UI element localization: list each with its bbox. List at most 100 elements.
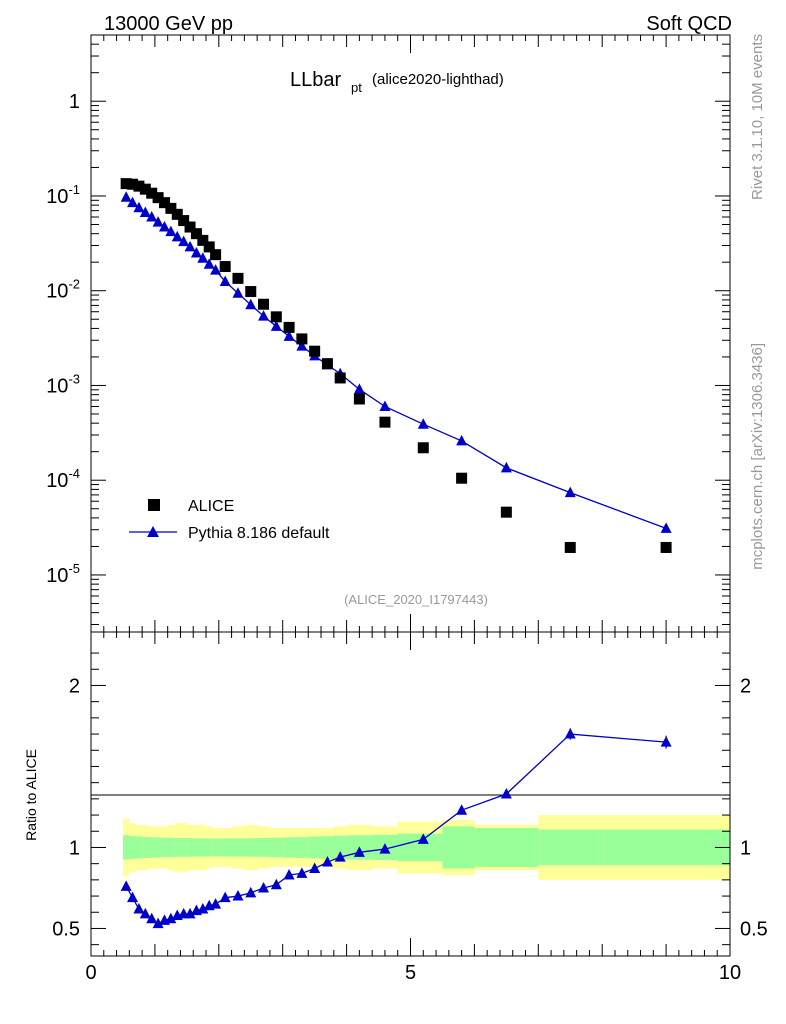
ratio-point xyxy=(500,788,512,799)
ratio-point xyxy=(165,912,177,924)
mc-point xyxy=(165,225,177,237)
alice-point xyxy=(270,311,282,323)
ratio-y-tick-label-right: 1 xyxy=(740,837,751,859)
band-inner xyxy=(135,836,143,859)
ratio-point xyxy=(564,728,576,739)
ratio-point xyxy=(309,862,321,874)
alice-point xyxy=(184,221,196,233)
ratio-frame xyxy=(90,631,731,957)
alice-point xyxy=(203,241,215,253)
band-inner xyxy=(167,837,175,858)
ratio-point xyxy=(283,869,295,880)
band-inner xyxy=(308,836,322,859)
band-inner xyxy=(206,838,213,857)
ratio-point xyxy=(146,912,158,924)
legend: ALICE Pythia 8.186 default xyxy=(129,498,330,542)
mc-point xyxy=(564,486,576,498)
ratio-y-tick-label: 1 xyxy=(69,837,80,859)
ratio-point xyxy=(270,878,282,890)
side-label-bottom: mcplots.cern.ch [arXiv:1306.3436] xyxy=(749,343,766,570)
mc-point xyxy=(120,191,132,202)
band-inner xyxy=(397,833,443,862)
mc-point xyxy=(270,320,282,331)
band-inner xyxy=(282,837,296,858)
alice-point xyxy=(139,183,151,195)
plot-title-main: LLbar xyxy=(290,69,341,91)
plot-title-sub: pt xyxy=(351,80,362,95)
mc-point xyxy=(190,247,202,258)
alice-point xyxy=(564,541,576,553)
mc-point xyxy=(456,434,468,446)
uncertainty-bands xyxy=(122,815,731,880)
band-inner xyxy=(333,835,347,860)
alice-point xyxy=(171,208,183,220)
alice-point xyxy=(456,472,468,484)
alice-point xyxy=(245,286,257,298)
ratio-point xyxy=(258,881,270,893)
band-inner xyxy=(295,837,309,858)
main-y-tick-label: 10-1 xyxy=(46,182,80,208)
band-inner xyxy=(193,838,200,857)
legend-alice-marker xyxy=(148,499,160,511)
main-panel: 1 10-1 10-2 10-3 10-4 10-5 LLbar pt (alice202… xyxy=(46,34,731,633)
ratio-y-tick-label-right: 2 xyxy=(740,675,751,697)
band-inner xyxy=(161,837,168,858)
band-inner xyxy=(129,836,137,859)
x-tick-label: 5 xyxy=(405,962,416,984)
alice-point xyxy=(165,202,177,214)
side-label-top: Rivet 3.1.10, 10M events xyxy=(749,34,766,200)
ratio-point xyxy=(139,907,151,919)
mc-point xyxy=(171,230,183,242)
alice-point xyxy=(417,442,429,454)
alice-point xyxy=(197,234,209,246)
ratio-point xyxy=(197,903,209,914)
header-right: Soft QCD xyxy=(646,13,732,35)
legend-mc-marker xyxy=(147,526,159,537)
band-inner xyxy=(442,826,475,869)
alice-point xyxy=(334,372,346,384)
analysis-id: (ALICE_2020_I1797443) xyxy=(344,592,488,607)
ratio-y-tick-labels-right: 0.5 1 2 xyxy=(740,675,768,940)
mc-point xyxy=(197,252,209,263)
band-inner xyxy=(142,836,149,858)
alice-point xyxy=(120,178,132,190)
band-inner xyxy=(321,836,335,859)
alice-point xyxy=(296,333,308,345)
alice-point xyxy=(232,272,244,284)
mc-point xyxy=(232,287,244,298)
ratio-point xyxy=(660,736,672,747)
mc-point xyxy=(283,330,295,341)
alice-point xyxy=(258,298,270,310)
mc-point xyxy=(158,221,170,232)
mc-point xyxy=(245,298,257,310)
ratio-panel: 0.5 1 2 0.5 1 2 0 5 10 Ratio to ALICE xyxy=(23,631,768,984)
alice-point xyxy=(660,541,672,553)
ratio-point xyxy=(232,890,244,901)
ratio-point xyxy=(456,804,468,815)
main-y-tick-label: 10-4 xyxy=(46,466,80,492)
mc-series-main xyxy=(120,191,672,533)
ratio-point xyxy=(353,846,365,857)
x-tick-label: 0 xyxy=(85,962,96,984)
band-inner xyxy=(269,837,283,858)
band-inner xyxy=(538,829,603,866)
band-inner xyxy=(186,838,194,857)
band-inner xyxy=(148,837,156,858)
band-inner xyxy=(602,829,731,866)
ratio-point xyxy=(184,907,196,919)
ratio-y-tick-labels: 0.5 1 2 xyxy=(52,675,80,940)
alice-point xyxy=(158,197,170,209)
ratio-point xyxy=(210,898,222,909)
alice-point xyxy=(309,345,321,357)
band-inner xyxy=(244,838,258,857)
band-inner xyxy=(231,838,245,857)
ratio-y-tick-label: 2 xyxy=(69,675,80,697)
ratio-point xyxy=(417,833,429,844)
alice-series-main xyxy=(120,178,672,553)
band-inner xyxy=(212,838,220,857)
main-ticks xyxy=(90,34,731,632)
main-y-tick-label: 10-3 xyxy=(46,371,80,397)
band-inner xyxy=(122,835,130,860)
mc-point xyxy=(258,310,270,321)
